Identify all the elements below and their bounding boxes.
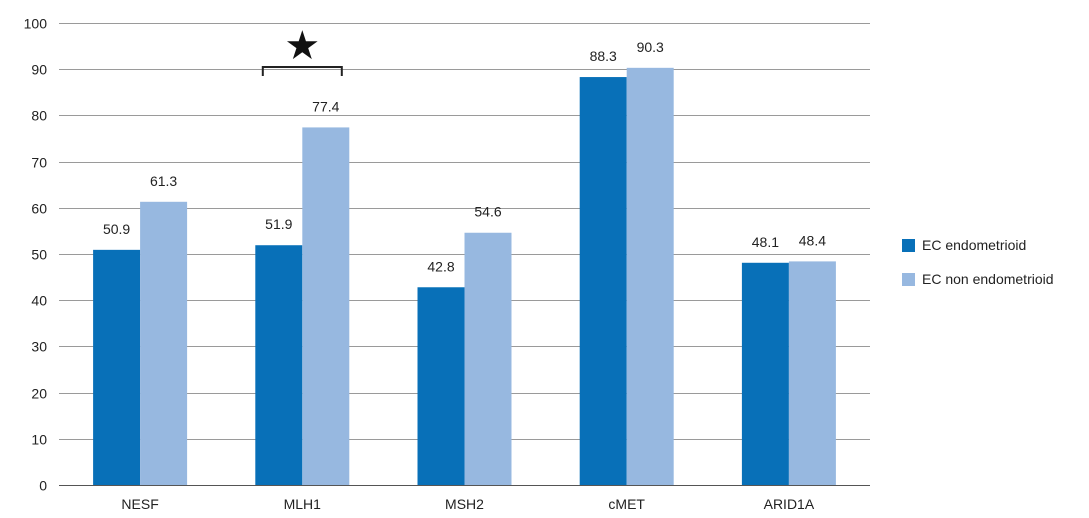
- data-label: 51.9: [265, 216, 292, 232]
- x-tick-label: ARID1A: [764, 496, 815, 512]
- legend-label-series-2: EC non endometrioid: [922, 271, 1054, 287]
- y-tick-label: 20: [31, 386, 47, 402]
- bar-cmet-series-2: [626, 67, 674, 486]
- data-label: 48.4: [799, 232, 826, 248]
- legend: EC endometrioid EC non endometrioid: [902, 237, 1054, 287]
- data-label: 61.3: [150, 173, 177, 189]
- bar-cmet-series-1: [579, 77, 627, 485]
- bars: [93, 67, 836, 486]
- legend-swatch-series-2: [902, 273, 915, 286]
- x-tick-label: MSH2: [445, 496, 484, 512]
- y-tick-label: 30: [31, 339, 47, 355]
- x-axis-ticks: NESF MLH1 MSH2 cMET ARID1A: [121, 496, 814, 512]
- data-label: 50.9: [103, 221, 130, 237]
- y-axis-ticks: 0 10 20 30 40 50 60 70 80 90 100: [24, 16, 48, 494]
- y-tick-label: 0: [39, 478, 47, 494]
- y-tick-label: 50: [31, 247, 47, 263]
- legend-swatch-series-1: [902, 239, 915, 252]
- x-tick-label: NESF: [121, 496, 158, 512]
- bar-nesf-series-2: [140, 201, 188, 485]
- y-tick-label: 100: [24, 16, 48, 32]
- y-tick-label: 40: [31, 293, 47, 309]
- annotations: ★: [261, 23, 343, 76]
- data-label: 54.6: [474, 204, 501, 220]
- y-tick-label: 10: [31, 432, 47, 448]
- bar-arid1a-series-1: [741, 262, 789, 485]
- bar-msh2-series-2: [464, 232, 512, 485]
- bar-nesf-series-1: [93, 249, 141, 485]
- data-label: 90.3: [637, 39, 664, 55]
- x-tick-label: cMET: [608, 496, 645, 512]
- data-label: 77.4: [312, 98, 339, 114]
- bar-mlh1-series-1: [255, 245, 303, 485]
- y-tick-label: 80: [31, 108, 47, 124]
- data-label: 48.1: [752, 234, 779, 250]
- legend-label-series-1: EC endometrioid: [922, 237, 1026, 253]
- data-label: 42.8: [427, 258, 454, 274]
- y-tick-label: 70: [31, 155, 47, 171]
- data-label: 88.3: [590, 48, 617, 64]
- significance-bracket: [261, 66, 343, 76]
- y-tick-label: 90: [31, 62, 47, 78]
- bar-msh2-series-1: [417, 287, 465, 485]
- data-labels: 50.9 61.3 51.9 77.4 42.8 54.6 88.3 90.3 48.1 48.4: [103, 39, 826, 274]
- y-tick-label: 60: [31, 201, 47, 217]
- bar-arid1a-series-2: [788, 261, 836, 485]
- significance-star-icon: ★: [284, 23, 320, 69]
- x-tick-label: MLH1: [284, 496, 322, 512]
- bar-mlh1-series-2: [302, 127, 350, 486]
